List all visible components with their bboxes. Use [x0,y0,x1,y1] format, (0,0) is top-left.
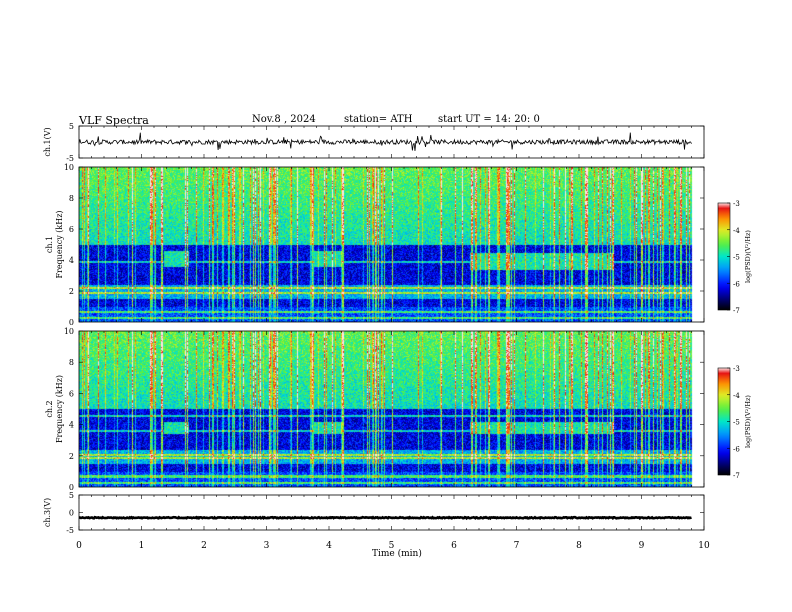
ch1-spectrogram-y-tick-label: 6 [69,225,74,234]
ch1-voltage-y-tick-label: -5 [66,154,74,163]
ch3-voltage-y-tick-label: -5 [66,526,74,535]
ch3-voltage-y-tick-label: 5 [69,491,74,500]
x-tick-label: 1 [139,541,145,551]
ch2-spectrogram-colorbar-tick-label: -5 [733,419,740,427]
x-tick-label: 6 [451,541,457,551]
ch1-spectrogram-y-tick-label: 8 [69,194,74,203]
ch2-spectrogram-colorbar-label: log(PSD)(V²/Hz) [744,395,752,448]
ch1-spectrogram-y-axis-label: Frequency (kHz) [55,210,64,278]
ch1-spectrogram-raster-canvas [79,167,704,322]
x-tick-label: 2 [201,541,207,551]
ch2-spectrogram-y-tick-label: 8 [69,358,74,367]
ch1-voltage-series-line [78,132,692,151]
ch1-spectrogram-channel-label: ch.1 [45,236,54,253]
ch2-spectrogram-colorbar-tick-label: -6 [733,445,740,453]
ch2-spectrogram-y-tick-label: 4 [69,421,74,430]
figure-title: VLF Spectra [79,114,149,127]
ch2-spectrogram-y-tick-label: 6 [69,389,74,398]
ch1-voltage-y-axis-label: ch.1(V) [43,127,52,156]
ch1-spectrogram-y-tick-label: 4 [69,256,74,265]
ch2-spectrogram-colorbar-tick-label: -3 [733,365,740,373]
ch1-spectrogram-colorbar-label: log(PSD)(V²/Hz) [744,230,752,283]
ch1-spectrogram-colorbar-tick-label: -4 [733,227,740,235]
ch2-spectrogram-y-axis-label: Frequency (kHz) [55,375,64,443]
ch2-spectrogram-colorbar-tick-label: -7 [733,472,740,480]
date-label: Nov.8 , 2024 [252,114,316,125]
ch1-spectrogram-colorbar-tick-label: -3 [733,200,740,208]
start-ut-label: start UT = 14: 20: 0 [438,114,540,125]
ch2-spectrogram-raster [79,331,704,487]
ch2-spectrogram-colorbar-tick-label: -4 [733,392,740,400]
x-tick-label: 0 [76,541,82,551]
ch2-spectrogram-y-tick-label: 2 [69,452,74,461]
ch2-spectrogram-y-tick-label: 10 [64,327,74,336]
x-axis-label: Time (min) [372,549,422,559]
x-tick-label: 9 [639,541,645,551]
ch1-spectrogram-colorbar-tick-label: -7 [733,307,740,315]
x-tick-label: 10 [698,541,710,551]
ch1-spectrogram-y-tick-label: 2 [69,287,74,296]
ch2-spectrogram-y-tick-label: 0 [69,483,74,492]
ch3-voltage-frame [78,494,705,531]
x-tick-label: 7 [514,541,520,551]
ch1-spectrogram-colorbar-tick-label: -5 [733,254,740,262]
ch2-spectrogram-channel-label: ch.2 [45,400,54,417]
ch3-voltage-series-line [78,515,692,521]
ch1-spectrogram-colorbar-tick-label: -6 [733,280,740,288]
ch1-voltage-y-tick-label: 5 [69,122,74,131]
ch3-voltage-y-tick-label: 0 [69,509,74,518]
x-tick-label: 5 [389,541,395,551]
ch2-spectrogram-raster-canvas [79,331,704,487]
ch1-spectrogram-y-tick-label: 10 [64,163,74,172]
station-label: station= ATH [344,114,413,125]
x-tick-label: 4 [326,541,332,551]
ch1-spectrogram-y-tick-label: 0 [69,318,74,327]
x-tick-label: 3 [264,541,270,551]
ch3-voltage-y-axis-label: ch.3(V) [43,498,52,527]
x-tick-label: 8 [576,541,582,551]
ch1-spectrogram-raster [79,167,704,322]
